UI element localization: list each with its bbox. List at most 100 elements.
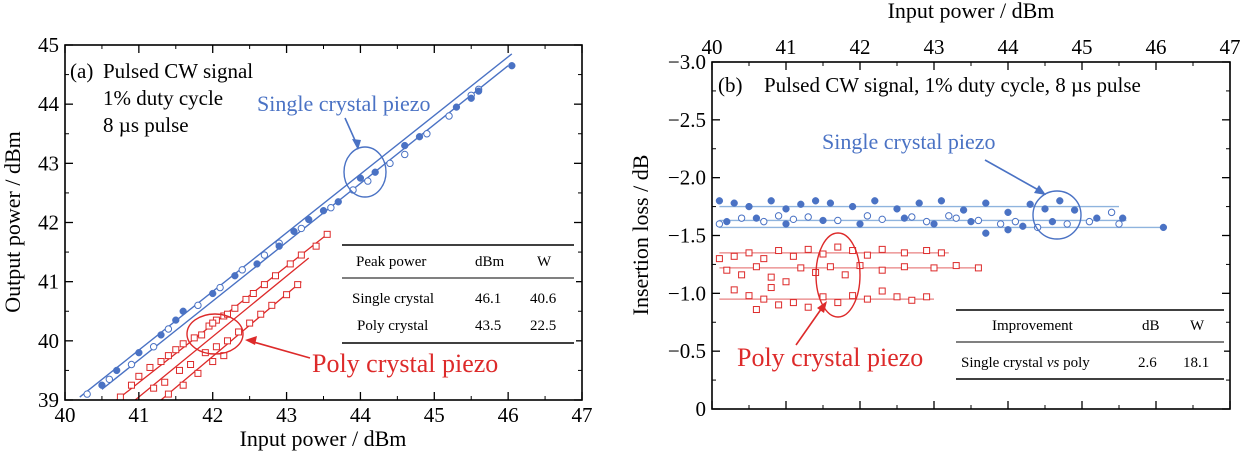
panel-b-single-label: Single crystal piezo [822, 129, 996, 154]
poly-point [767, 273, 775, 281]
panel-b-points [715, 197, 1168, 314]
panel-a-table-header-0: Peak power [356, 254, 426, 270]
single-filled-point [1048, 217, 1057, 226]
single-filled-point [915, 199, 923, 207]
single-filled-point [982, 229, 990, 237]
single-open-point [996, 220, 1005, 228]
panel-a-poly-arrowhead [245, 336, 257, 345]
panel-b: 40 41 42 43 44 45 46 47 0 −0.5 −1.0 −1.5 −2.0 −2.5 −3.… [628, 0, 1241, 421]
single-filled-point [1026, 200, 1034, 208]
poly-point [738, 271, 746, 279]
single-open-point [878, 215, 886, 224]
poly-point [730, 252, 738, 260]
single-filled-point [848, 202, 857, 211]
poly-point [767, 284, 775, 292]
poly-point [286, 260, 294, 268]
panel-a-single-ellipse [343, 146, 387, 198]
single-filled-point [172, 316, 180, 324]
single-fit-line [101, 65, 509, 390]
x-tick-label: 43 [276, 403, 297, 427]
panel-a-table-r1c1: 43.5 [475, 318, 501, 334]
single-filled-point [1004, 208, 1012, 217]
x-tick-label: 43 [924, 35, 945, 59]
single-open-point [401, 150, 409, 159]
panel-a-points [83, 62, 516, 400]
single-open-point [834, 216, 842, 225]
single-filled-point [356, 174, 365, 182]
single-filled-point [797, 200, 805, 208]
poly-point [834, 299, 842, 307]
panel-a-table-header-2: W [537, 254, 552, 270]
poly-point [893, 293, 901, 301]
poly-point [235, 328, 243, 336]
poly-point [923, 247, 931, 255]
poly-point [231, 304, 239, 312]
single-open-point [1115, 220, 1123, 228]
poly-point [194, 369, 202, 377]
single-filled-point [1019, 222, 1027, 230]
x-tick-label: 44 [350, 403, 372, 427]
y-tick-label: −1.5 [668, 224, 706, 248]
single-open-point [194, 301, 202, 310]
poly-point [826, 263, 834, 271]
poly-point [175, 366, 183, 374]
single-open-point [327, 204, 335, 212]
single-open-point [952, 214, 960, 222]
poly-point [760, 255, 768, 263]
single-filled-point [730, 199, 738, 207]
panel-b-letter: (b) [718, 73, 743, 97]
y-tick-label: −3.0 [668, 50, 706, 74]
poly-point [223, 310, 231, 318]
poly-point [257, 310, 265, 318]
y-tick-label: 39 [38, 388, 59, 412]
single-filled-point [275, 242, 283, 250]
single-filled-point [371, 168, 379, 176]
single-filled-point [767, 197, 775, 205]
single-filled-point [982, 199, 990, 207]
poly-point [863, 251, 871, 259]
panel-a-table-r1c2: 22.5 [530, 318, 556, 334]
single-filled-point [723, 217, 731, 226]
poly-point [849, 292, 857, 300]
single-open-point [945, 212, 953, 220]
y-tick-label: −1.0 [668, 281, 706, 305]
poly-point [249, 290, 257, 297]
x-tick-label: 40 [55, 403, 76, 427]
single-open-point [445, 112, 453, 120]
poly-point [878, 287, 886, 295]
single-filled-point [474, 87, 483, 95]
single-filled-point [1070, 206, 1079, 214]
poly-point [179, 381, 187, 389]
panel-b-table: Improvement dB W Single crystal vs poly … [956, 309, 1224, 381]
poly-point [804, 245, 812, 253]
single-filled-point [467, 94, 475, 102]
single-filled-point [231, 272, 239, 280]
poly-point [930, 264, 938, 272]
single-filled-point [900, 214, 909, 222]
panel-b-single-arrowhead [1034, 185, 1046, 195]
poly-point [834, 243, 842, 251]
poly-point [294, 281, 302, 289]
poly-point [242, 295, 250, 303]
poly-point [260, 281, 268, 289]
single-filled-point [752, 214, 761, 222]
single-filled-point [305, 215, 313, 224]
x-tick-label: 40 [702, 35, 723, 59]
panel-b-annotation: Pulsed CW signal, 1% duty cycle, 8 µs pu… [764, 73, 1141, 97]
poly-point [752, 306, 760, 314]
poly-point [782, 278, 790, 286]
panel-a-letter: (a) [70, 59, 93, 83]
panel-a-table-r0c2: 40.6 [530, 291, 557, 307]
poly-point [937, 249, 945, 257]
single-filled-point [1159, 223, 1168, 232]
single-open-point [715, 220, 724, 228]
x-tick-label: 41 [776, 35, 797, 59]
x-tick-label: 42 [850, 35, 871, 59]
single-open-point [105, 375, 114, 383]
poly-point [172, 346, 180, 354]
y-tick-label: 42 [38, 211, 59, 235]
x-tick-label: 42 [202, 403, 223, 427]
single-filled-point [113, 366, 121, 375]
single-filled-point [826, 199, 835, 207]
